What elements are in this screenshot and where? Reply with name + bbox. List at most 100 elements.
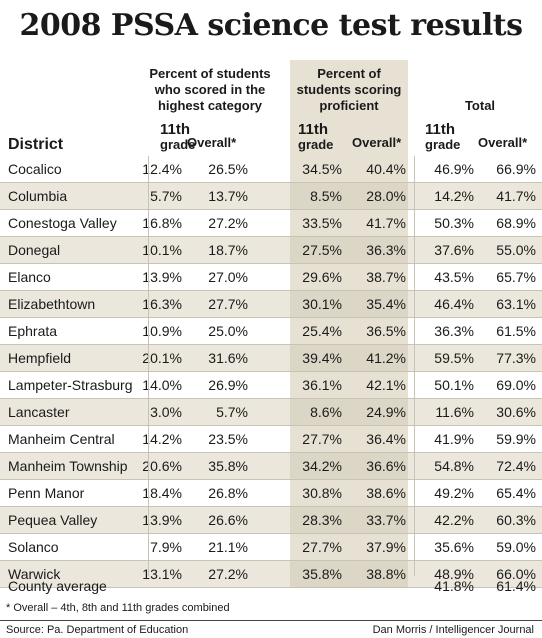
proficient-band xyxy=(290,318,408,344)
total-overall-value: 66.9% xyxy=(496,161,536,177)
total-overall-value: 63.1% xyxy=(496,296,536,312)
highest-overall-value: 5.7% xyxy=(216,404,248,420)
table-row: Conestoga Valley 16.8% 27.2% 33.5% 41.7% 50.3… xyxy=(0,210,542,237)
proficient-11th-value: 8.5% xyxy=(310,188,342,204)
total-11th-value: 37.6% xyxy=(434,242,474,258)
table-row: Lampeter-Strasburg 14.0% 26.9% 36.1% 42.1% 50… xyxy=(0,372,542,399)
highest-overall-value: 27.0% xyxy=(208,269,248,285)
highest-overall-value: 35.8% xyxy=(208,458,248,474)
proficient-11th-value: 35.8% xyxy=(302,566,342,582)
group-header-total: Total xyxy=(464,98,496,113)
proficient-overall-value: 41.2% xyxy=(366,350,406,366)
total-overall-value: 72.4% xyxy=(496,458,536,474)
district-name: Penn Manor xyxy=(8,485,85,501)
district-name: Lampeter-Strasburg xyxy=(8,377,133,393)
district-name: Solanco xyxy=(8,539,59,555)
highest-overall-value: 26.5% xyxy=(208,161,248,177)
column-header-total-11th: 11th grade xyxy=(425,122,460,152)
column-header-highest-overall: Overall* xyxy=(187,135,237,150)
table-row: Cocalico 12.4% 26.5% 34.5% 40.4% 46.9% 66.9% xyxy=(0,156,542,183)
county-average-label: County average xyxy=(8,578,107,594)
table-row: Ephrata 10.9% 25.0% 25.4% 36.5% 36.3% 61.5% xyxy=(0,318,542,345)
total-11th-value: 49.2% xyxy=(434,485,474,501)
table-row: Manheim Township 20.6% 35.8% 34.2% 36.6% 54.8… xyxy=(0,453,542,480)
proficient-band xyxy=(290,534,408,560)
highest-11th-value: 16.8% xyxy=(142,215,182,231)
column-header-highest-11th: 11th grade xyxy=(160,122,195,152)
highest-11th-value: 3.0% xyxy=(150,404,182,420)
proficient-overall-value: 41.7% xyxy=(366,215,406,231)
total-overall-value: 65.7% xyxy=(496,269,536,285)
district-name: Conestoga Valley xyxy=(8,215,117,231)
total-11th-value: 43.5% xyxy=(434,269,474,285)
highest-11th-value: 5.7% xyxy=(150,188,182,204)
highest-overall-value: 27.2% xyxy=(208,566,248,582)
highest-11th-value: 18.4% xyxy=(142,485,182,501)
highest-11th-value: 7.9% xyxy=(150,539,182,555)
highest-overall-value: 13.7% xyxy=(208,188,248,204)
highest-11th-value: 13.9% xyxy=(142,269,182,285)
column-divider xyxy=(148,156,149,576)
highest-11th-value: 13.1% xyxy=(142,566,182,582)
table-row: Warwick 13.1% 27.2% 35.8% 38.8% 48.9% 66.0% xyxy=(0,561,542,588)
grade-bottom: grade xyxy=(298,137,334,152)
proficient-11th-value: 28.3% xyxy=(302,512,342,528)
total-11th-value: 50.1% xyxy=(434,377,474,393)
district-name: Warwick xyxy=(8,566,61,582)
total-11th-value: 42.2% xyxy=(434,512,474,528)
proficient-band xyxy=(290,264,408,290)
proficient-overall-value: 36.6% xyxy=(366,458,406,474)
table-row: Solanco 7.9% 21.1% 27.7% 37.9% 35.6% 59.0% xyxy=(0,534,542,561)
highest-overall-value: 27.7% xyxy=(208,296,248,312)
proficient-overall-value: 35.4% xyxy=(366,296,406,312)
highest-11th-value: 10.9% xyxy=(142,323,182,339)
grade-top: 11th xyxy=(298,121,329,138)
proficient-overall-value: 33.7% xyxy=(366,512,406,528)
total-11th-value: 46.4% xyxy=(434,296,474,312)
grade-bottom: grade xyxy=(160,137,196,152)
highest-11th-value: 14.0% xyxy=(142,377,182,393)
total-overall-value: 41.7% xyxy=(496,188,536,204)
highest-overall-value: 18.7% xyxy=(208,242,248,258)
district-name: Manheim Township xyxy=(8,458,128,474)
proficient-band xyxy=(290,156,408,182)
footnote: * Overall – 4th, 8th and 11th grades com… xyxy=(6,602,230,614)
table-row: Lancaster 3.0% 5.7% 8.6% 24.9% 11.6% 30.6% xyxy=(0,399,542,426)
district-name: Columbia xyxy=(8,188,68,204)
proficient-band xyxy=(290,480,408,506)
district-name: Pequea Valley xyxy=(8,512,98,528)
proficient-overall-value: 40.4% xyxy=(366,161,406,177)
total-overall-value: 59.0% xyxy=(496,539,536,555)
proficient-11th-value: 36.1% xyxy=(302,377,342,393)
total-11th-value: 11.6% xyxy=(435,404,474,420)
column-header-district: District xyxy=(8,136,64,153)
proficient-overall-value: 28.0% xyxy=(366,188,406,204)
proficient-11th-value: 30.1% xyxy=(302,296,342,312)
highest-11th-value: 10.1% xyxy=(142,242,182,258)
grade-top: 11th xyxy=(425,121,456,138)
district-name: Lancaster xyxy=(8,404,70,420)
highest-overall-value: 26.8% xyxy=(208,485,248,501)
proficient-band xyxy=(290,453,408,479)
proficient-band xyxy=(290,561,408,587)
proficient-band xyxy=(290,426,408,452)
highest-overall-value: 25.0% xyxy=(208,323,248,339)
proficient-overall-value: 38.6% xyxy=(366,485,406,501)
total-overall-value: 59.9% xyxy=(496,431,536,447)
proficient-11th-value: 25.4% xyxy=(302,323,342,339)
total-11th-value: 14.2% xyxy=(434,188,474,204)
county-average-row: County average 41.8% 61.4% xyxy=(0,575,542,597)
highest-overall-value: 21.1% xyxy=(208,539,248,555)
proficient-overall-value: 36.3% xyxy=(366,242,406,258)
column-header-proficient-11th: 11th grade xyxy=(298,122,333,152)
proficient-band xyxy=(290,372,408,398)
district-name: Donegal xyxy=(8,242,61,258)
proficient-11th-value: 27.7% xyxy=(302,539,342,555)
page-title: 2008 PSSA science test results xyxy=(19,8,523,43)
credit-line: Dan Morris / Intelligencer Journal xyxy=(372,624,534,636)
group-header-highest: Percent of students who scored in the hi… xyxy=(149,66,271,113)
proficient-band xyxy=(290,345,408,371)
proficient-band xyxy=(290,210,408,236)
highest-overall-value: 23.5% xyxy=(208,431,248,447)
table-row: Donegal 10.1% 18.7% 27.5% 36.3% 37.6% 55.0% xyxy=(0,237,542,264)
